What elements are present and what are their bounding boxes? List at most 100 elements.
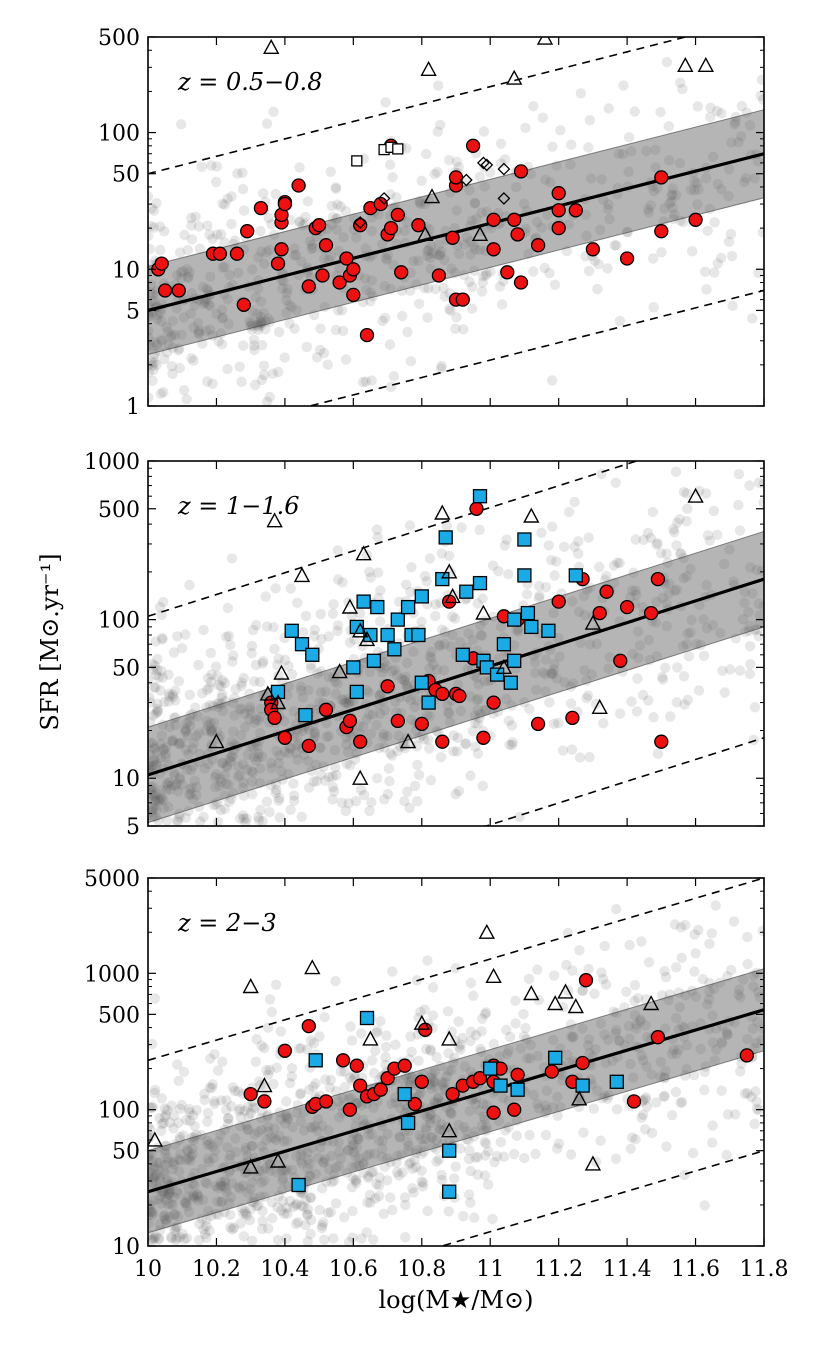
background-point xyxy=(174,811,185,823)
background-point xyxy=(640,1020,651,1031)
background-point xyxy=(227,751,238,762)
background-point xyxy=(157,632,168,644)
data-point-circle xyxy=(445,230,460,245)
background-point xyxy=(158,794,169,806)
data-point-circle xyxy=(654,170,669,185)
background-point xyxy=(518,1008,529,1020)
background-point xyxy=(346,610,357,621)
background-point xyxy=(148,375,158,386)
background-point xyxy=(453,161,464,173)
background-point xyxy=(162,815,173,826)
background-point xyxy=(421,1043,432,1055)
background-point xyxy=(675,922,687,933)
background-point xyxy=(168,1159,180,1170)
background-point xyxy=(149,348,160,360)
background-point xyxy=(640,1094,652,1105)
background-point xyxy=(357,1159,369,1170)
background-point xyxy=(433,1093,444,1104)
data-point-triangle xyxy=(399,733,417,749)
background-point xyxy=(170,719,181,731)
background-point xyxy=(399,225,411,236)
background-point xyxy=(330,183,342,194)
background-point xyxy=(158,1165,169,1177)
data-point-triangle xyxy=(269,694,287,710)
background-point xyxy=(221,1186,232,1198)
background-point xyxy=(333,1137,344,1148)
background-point xyxy=(312,1152,324,1164)
background-point xyxy=(155,1191,167,1202)
background-point xyxy=(575,88,586,99)
background-point xyxy=(689,929,700,940)
background-point xyxy=(216,313,228,324)
background-point xyxy=(756,74,764,85)
background-point xyxy=(311,776,322,787)
background-point xyxy=(734,665,746,676)
background-point xyxy=(290,1218,302,1230)
background-point xyxy=(340,697,352,709)
background-point xyxy=(453,248,465,259)
data-point-triangle xyxy=(208,733,225,749)
background-point xyxy=(149,337,160,348)
background-point xyxy=(217,262,228,273)
background-point xyxy=(184,716,195,727)
background-point xyxy=(459,1061,471,1072)
background-point xyxy=(152,653,163,665)
background-point xyxy=(338,694,350,705)
background-point xyxy=(532,1050,544,1062)
background-point xyxy=(640,1124,651,1135)
background-point xyxy=(239,1105,250,1117)
background-point xyxy=(427,1073,438,1084)
background-point xyxy=(295,1042,306,1054)
background-point xyxy=(157,634,168,645)
background-point xyxy=(281,307,292,318)
background-point xyxy=(627,648,638,660)
background-point xyxy=(442,1006,454,1017)
background-point xyxy=(213,336,224,347)
background-point xyxy=(235,1218,246,1229)
background-point xyxy=(337,577,348,588)
background-point xyxy=(749,702,761,713)
background-point xyxy=(366,797,377,808)
background-point xyxy=(332,545,343,556)
background-point xyxy=(273,757,284,769)
background-point xyxy=(548,607,559,619)
background-point xyxy=(148,1199,157,1210)
background-point xyxy=(447,630,458,641)
data-point-triangle xyxy=(687,487,704,503)
background-point xyxy=(681,488,692,499)
background-point xyxy=(148,749,155,760)
background-point xyxy=(331,224,342,235)
background-point xyxy=(315,687,327,698)
background-point xyxy=(291,1107,303,1119)
background-point xyxy=(551,1143,563,1154)
background-point xyxy=(233,1105,245,1117)
background-point xyxy=(252,741,263,752)
background-point xyxy=(324,771,335,783)
background-point xyxy=(176,643,188,654)
background-point xyxy=(179,1196,190,1207)
background-point xyxy=(416,616,427,627)
background-point xyxy=(566,139,577,150)
background-point xyxy=(159,354,170,365)
background-point xyxy=(568,1031,579,1042)
background-point xyxy=(274,812,285,823)
background-point xyxy=(651,539,662,550)
background-point xyxy=(248,624,259,636)
background-point xyxy=(340,206,352,217)
background-point xyxy=(216,1095,227,1106)
background-point xyxy=(712,258,723,269)
background-point xyxy=(217,757,228,769)
background-point xyxy=(189,1167,200,1179)
background-point xyxy=(176,1099,187,1111)
background-point xyxy=(247,1102,259,1113)
background-point xyxy=(148,809,154,821)
data-point-circle xyxy=(380,679,395,694)
y-axis-title: SFR [M⊙.yr⁻¹] xyxy=(36,553,64,730)
background-point xyxy=(189,775,201,786)
background-point xyxy=(148,784,157,796)
background-point xyxy=(233,771,244,782)
background-point xyxy=(170,780,181,791)
background-point xyxy=(150,1231,161,1242)
